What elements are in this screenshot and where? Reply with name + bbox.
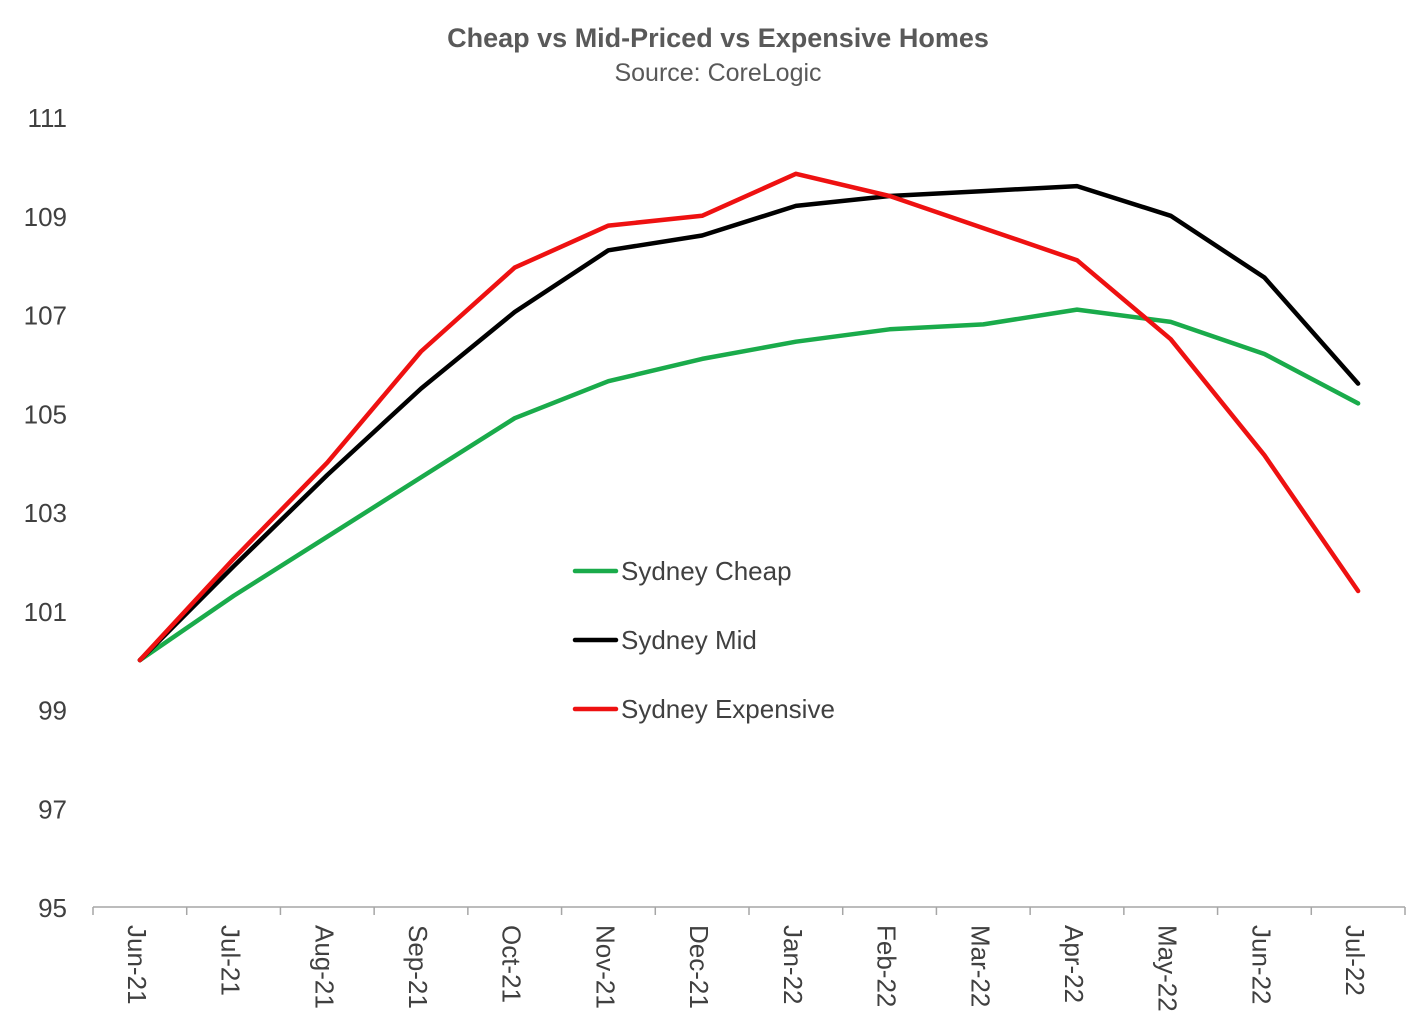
legend-label: Sydney Expensive (621, 694, 835, 724)
series-line-sydney-cheap (137, 307, 1361, 663)
x-tick-label: Mar-22 (965, 925, 995, 1007)
x-tick-label: Jun-22 (1246, 925, 1276, 1005)
x-axis: Jun-21 Jul-21 Aug-21 Sep-21 Oct-21 Nov-21 Dec-… (92, 906, 1406, 1012)
x-tick-label: Jan-22 (778, 925, 808, 1005)
y-tick-label: 103 (24, 498, 67, 528)
x-tick-label: Sep-21 (403, 925, 433, 1009)
y-tick-label: 95 (38, 893, 67, 923)
x-tick-label: Aug-21 (309, 925, 339, 1009)
x-tick-label: Feb-22 (872, 925, 902, 1007)
x-tick-label: Jul-22 (1340, 925, 1370, 996)
y-tick-label: 97 (38, 794, 67, 824)
y-tick-label: 105 (24, 399, 67, 429)
x-tick-label: Nov-21 (590, 925, 620, 1009)
x-tick-label: Oct-21 (497, 925, 527, 1003)
y-axis: 95 97 99 101 103 105 107 109 111 (24, 103, 67, 923)
x-tick-label: May-22 (1153, 925, 1183, 1012)
y-tick-label: 111 (27, 103, 67, 133)
x-tick-label: Dec-21 (684, 925, 714, 1009)
y-tick-label: 109 (24, 202, 67, 232)
legend: Sydney Cheap Sydney Mid Sydney Expensive (572, 556, 835, 724)
y-tick-label: 99 (38, 696, 67, 726)
chart-subtitle: Source: CoreLogic (614, 59, 821, 87)
series-line-sydney-mid (137, 183, 1361, 663)
x-tick-label: Jul-21 (216, 925, 246, 996)
series-line-sydney-expensive (137, 171, 1361, 663)
series-lines (137, 171, 1361, 663)
x-tick-label: Jun-21 (122, 925, 152, 1005)
x-tick-label: Apr-22 (1059, 925, 1089, 1003)
y-tick-label: 101 (24, 597, 67, 627)
chart-title: Cheap vs Mid-Priced vs Expensive Homes (447, 23, 989, 53)
y-tick-label: 107 (24, 301, 67, 331)
legend-label: Sydney Mid (621, 625, 757, 655)
legend-label: Sydney Cheap (621, 556, 792, 586)
